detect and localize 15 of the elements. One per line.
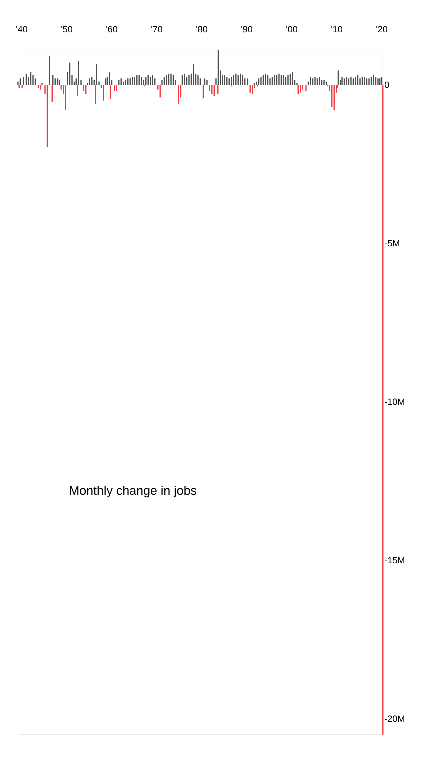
x-tick-label: '90: [242, 26, 253, 33]
y-tick-label: 0: [385, 82, 390, 88]
x-tick-label: '70: [152, 26, 163, 33]
x-tick-label: '80: [196, 26, 208, 33]
annotation: Monthly change in jobs: [70, 486, 197, 498]
y-tick-label: -15M: [385, 557, 404, 564]
x-tick-label: '50: [62, 26, 73, 33]
y-tick-label: -5M: [385, 240, 400, 247]
x-tick-label: '40: [16, 26, 28, 33]
x-tick-label: '10: [332, 26, 343, 33]
x-tick-label: '00: [286, 26, 298, 33]
x-tick-label: '60: [106, 26, 118, 33]
y-tick-label: -20M: [385, 716, 404, 722]
y-tick-label: -10M: [385, 398, 404, 406]
x-tick-label: '20: [376, 26, 388, 33]
